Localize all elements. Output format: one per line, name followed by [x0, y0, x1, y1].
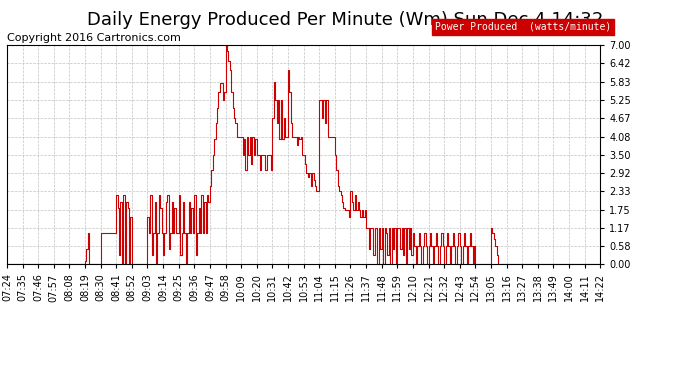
Text: Copyright 2016 Cartronics.com: Copyright 2016 Cartronics.com	[7, 33, 181, 43]
Text: Daily Energy Produced Per Minute (Wm) Sun Dec 4 14:32: Daily Energy Produced Per Minute (Wm) Su…	[87, 11, 603, 29]
Text: Power Produced  (watts/minute): Power Produced (watts/minute)	[435, 22, 611, 32]
